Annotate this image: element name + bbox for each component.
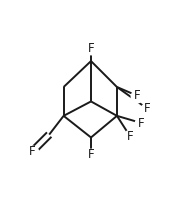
Text: F: F	[134, 89, 140, 102]
Text: F: F	[144, 102, 150, 115]
Text: F: F	[138, 116, 145, 130]
Text: F: F	[88, 148, 94, 161]
Text: F: F	[88, 42, 94, 55]
Text: F: F	[127, 130, 133, 142]
Text: F: F	[29, 145, 35, 158]
